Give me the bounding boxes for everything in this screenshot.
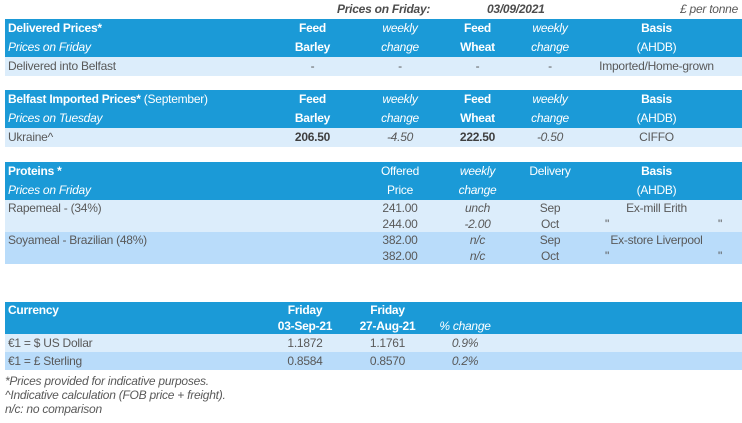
rate-previous-value: 0.8570 [369,354,406,368]
footnote-no-comparison: n/c: no comparison [5,402,102,416]
table-subtitle: Prices on Tuesday [8,111,103,125]
basis-ditto-cell: " " [575,248,738,264]
currency-table: Currency Friday 03-Sep-21 Friday 27-Aug-… [5,302,742,370]
basis-ditto-cell: " " [575,216,738,232]
column-header-feed-wheat: Feed Wheat [460,92,495,125]
row-label: €1 = £ Sterling [8,354,82,368]
rate-current-value: 0.8584 [287,354,323,368]
rate-previous-value: 1.1761 [369,336,406,350]
column-header-friday-previous: Friday 27-Aug-21 [359,303,416,333]
rate-current-value: 1.1872 [287,336,323,350]
column-header-feed-barley: Feed Barley [294,92,331,125]
column-header-offered-price: Offered Price [380,164,420,197]
pct-change-value: 0.2% [451,354,479,368]
belfast-imported-prices-table: Belfast Imported Prices* (September) Pri… [5,90,742,147]
table-row-soyameal-oct: 382.00 n/c Oct " " [5,248,742,264]
delivered-prices-title-cell: Delivered Prices* Prices on Friday [5,19,255,57]
row-label: €1 = $ US Dollar [8,336,93,350]
column-header-feed-barley: Feed Barley [294,21,331,54]
proteins-table: Proteins * Prices on Friday Offered Pric… [5,162,742,264]
footnote-indicative-calculation: ^Indicative calculation (FOB price + fre… [5,388,226,402]
table-title: Delivered Prices* [8,21,102,35]
column-header-basis: Basis (AHDB) [636,164,677,197]
ditto-mark-left: " [605,217,610,231]
table-row-usd: €1 = $ US Dollar 1.1872 1.1761 0.9% [5,334,742,352]
column-header-basis: Basis (AHDB) [636,21,677,54]
table-subtitle: Prices on Friday [8,183,91,197]
row-label: Delivered into Belfast [8,59,116,73]
feed-wheat-value: 222.50 [459,130,496,144]
column-header-weekly-change-barley: weekly change [381,92,419,125]
row-label: Soyameal - Brazilian (48%) [8,233,147,247]
column-header-basis: Basis (AHDB) [636,92,677,125]
table-title: Belfast Imported Prices* [8,92,141,106]
table-row-delivered-belfast: Delivered into Belfast - - - - Imported/… [5,57,742,76]
prices-on-date: 03/09/2021 [487,2,545,16]
barley-weekly-change-value: - [398,59,402,73]
column-header-weekly-change-barley: weekly change [381,21,419,54]
offered-price-value: 382.00 [382,249,418,263]
belfast-imported-title-cell: Belfast Imported Prices* (September) Pri… [5,90,255,128]
wheat-weekly-change-value: - [548,59,552,73]
offered-price-value: 382.00 [382,233,418,247]
column-header-weekly-change-wheat: weekly change [531,92,569,125]
table-title: Proteins * [8,164,62,178]
row-label: Ukraine^ [8,130,53,144]
delivery-value: Sep [539,201,561,215]
report-topline: Prices on Friday: 03/09/2021 £ per tonne [0,0,742,19]
currency-title-cell: Currency [5,302,255,334]
delivery-value: Oct [541,217,559,231]
basis-value: Ex-mill Erith [626,201,687,215]
weekly-change-value: unch [464,201,491,215]
column-header-feed-wheat: Feed Wheat [460,21,495,54]
table-row-rapemeal-oct: 244.00 -2.00 Oct " " [5,216,742,232]
table-row-ukraine: Ukraine^ 206.50 -4.50 222.50 -0.50 CIFFO [5,128,742,147]
table-title-suffix: (September) [140,92,208,106]
proteins-header: Proteins * Prices on Friday Offered Pric… [5,162,742,200]
weekly-change-value: n/c [469,233,486,247]
delivered-prices-header: Delivered Prices* Prices on Friday Feed … [5,19,742,57]
offered-price-value: 244.00 [382,217,418,231]
wheat-weekly-change-value: -0.50 [536,130,564,144]
basis-value: CIFFO [639,130,674,144]
table-title: Currency [8,303,59,317]
delivery-value: Oct [541,249,559,263]
basis-value: Ex-store Liverpool [610,233,703,247]
weekly-change-value: n/c [469,249,486,263]
proteins-title-cell: Proteins * Prices on Friday [5,162,370,200]
row-label [5,248,370,264]
offered-price-value: 241.00 [382,201,418,215]
table-row-sterling: €1 = £ Sterling 0.8584 0.8570 0.2% [5,352,742,370]
currency-unit-label: £ per tonne [680,2,738,16]
footnotes: *Prices provided for indicative purposes… [5,374,742,416]
weekly-change-value: -2.00 [464,217,491,231]
delivered-prices-table: Delivered Prices* Prices on Friday Feed … [5,19,742,76]
prices-on-label: Prices on Friday: [337,2,431,16]
ditto-mark-right: " [717,217,722,231]
feed-barley-value: 206.50 [294,130,331,144]
ditto-mark-left: " [605,249,610,263]
delivery-value: Sep [539,233,561,247]
basis-value: Imported/Home-grown [599,59,714,73]
feed-wheat-value: - [475,59,480,73]
table-row-soyameal-sep: Soyameal - Brazilian (48%) 382.00 n/c Se… [5,232,742,248]
pct-change-value: 0.9% [451,336,479,350]
footnote-indicative-purposes: *Prices provided for indicative purposes… [5,374,209,388]
table-subtitle: Prices on Friday [8,40,91,54]
column-header-weekly-change-wheat: weekly change [531,21,569,54]
currency-header: Currency Friday 03-Sep-21 Friday 27-Aug-… [5,302,742,334]
column-header-delivery: Delivery [529,164,571,178]
row-label [5,216,370,232]
row-label: Rapemeal - (34%) [8,201,102,215]
column-header-weekly-change: weekly change [458,164,497,197]
feed-barley-value: - [310,59,315,73]
column-header-pct-change: % change [439,319,491,333]
belfast-imported-header: Belfast Imported Prices* (September) Pri… [5,90,742,128]
barley-weekly-change-value: -4.50 [386,130,414,144]
column-header-friday-current: Friday 03-Sep-21 [277,303,333,333]
table-row-rapemeal-sep: Rapemeal - (34%) 241.00 unch Sep Ex-mill… [5,200,742,216]
ditto-mark-right: " [717,249,722,263]
